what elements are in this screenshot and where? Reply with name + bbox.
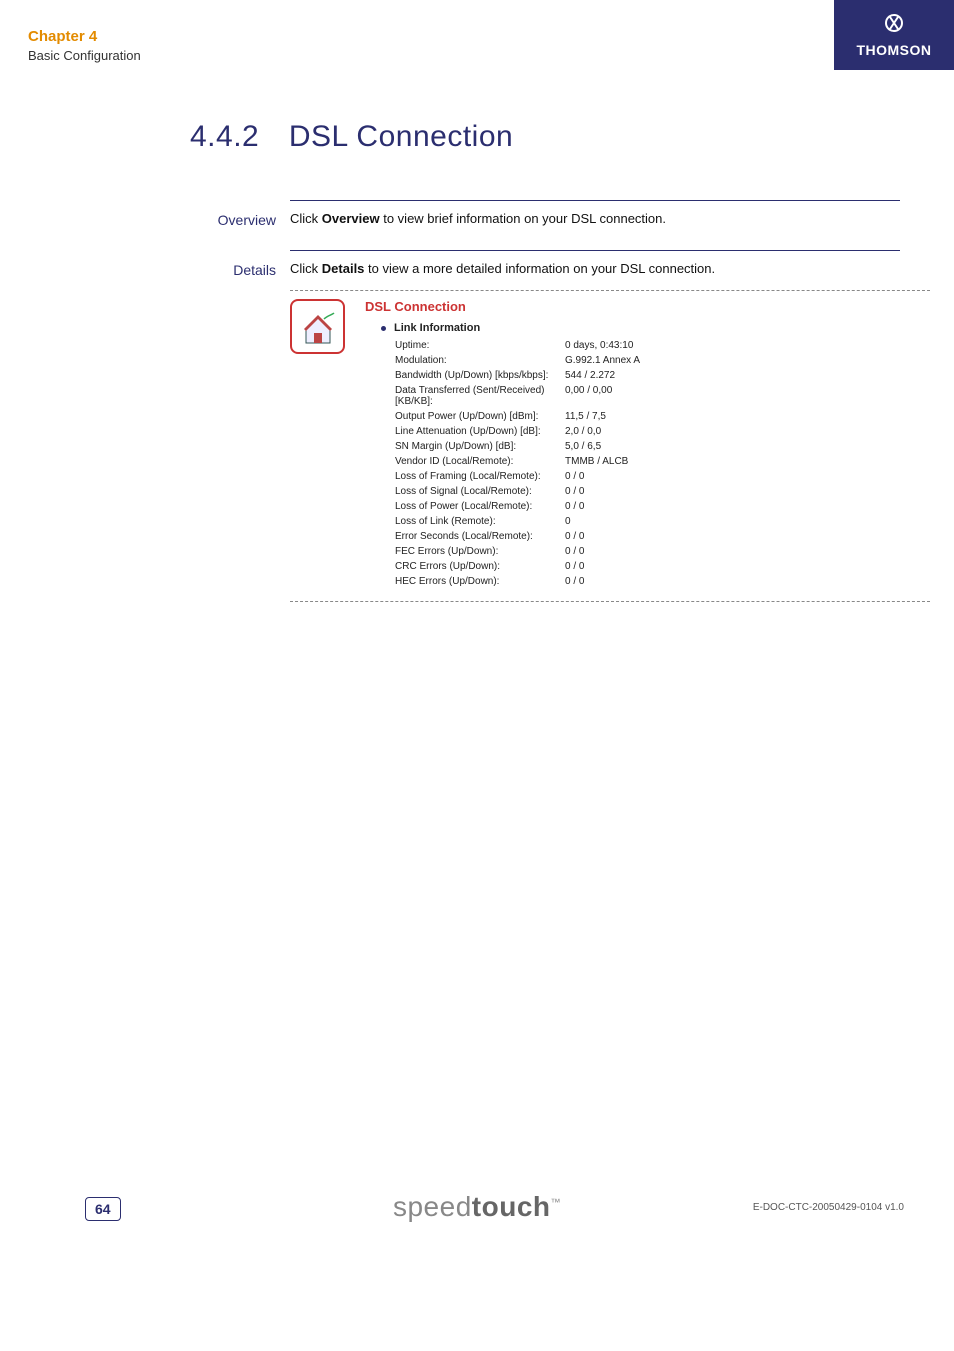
info-label: SN Margin (Up/Down) [dB]: <box>395 441 565 452</box>
info-label: Error Seconds (Local/Remote): <box>395 531 565 542</box>
info-label: CRC Errors (Up/Down): <box>395 561 565 572</box>
info-row: FEC Errors (Up/Down):0 / 0 <box>395 546 930 557</box>
info-row: Uptime:0 days, 0:43:10 <box>395 340 930 351</box>
info-label: HEC Errors (Up/Down): <box>395 576 565 587</box>
page-title: 4.4.2 DSL Connection <box>190 120 513 154</box>
info-row: HEC Errors (Up/Down):0 / 0 <box>395 576 930 587</box>
panel-subheading: Link Information <box>381 322 930 334</box>
info-row: Loss of Framing (Local/Remote):0 / 0 <box>395 471 930 482</box>
info-value: 0 / 0 <box>565 501 584 512</box>
thomson-brand-text: THOMSON <box>856 42 931 58</box>
info-row: CRC Errors (Up/Down):0 / 0 <box>395 561 930 572</box>
info-value: 2,0 / 0,0 <box>565 426 601 437</box>
info-label: Bandwidth (Up/Down) [kbps/kbps]: <box>395 370 565 381</box>
info-row: Loss of Link (Remote):0 <box>395 516 930 527</box>
bullet-icon <box>381 326 386 331</box>
info-label: Vendor ID (Local/Remote): <box>395 456 565 467</box>
logo-light: speed <box>393 1191 472 1222</box>
info-row: Data Transferred (Sent/Received) [KB/KB]… <box>395 385 930 407</box>
info-value: 0 / 0 <box>565 546 584 557</box>
info-row: Loss of Power (Local/Remote):0 / 0 <box>395 501 930 512</box>
overview-label: Overview <box>200 212 276 228</box>
info-row: Error Seconds (Local/Remote):0 / 0 <box>395 531 930 542</box>
info-label: Output Power (Up/Down) [dBm]: <box>395 411 565 422</box>
panel-title: DSL Connection <box>365 299 930 314</box>
details-label: Details <box>200 262 276 278</box>
info-label: Loss of Link (Remote): <box>395 516 565 527</box>
panel-subheading-text: Link Information <box>394 322 480 334</box>
doc-reference: E-DOC-CTC-20050429-0104 v1.0 <box>753 1202 904 1213</box>
info-value: 544 / 2.272 <box>565 370 615 381</box>
overview-text-pre: Click <box>290 211 322 226</box>
info-label: Uptime: <box>395 340 565 351</box>
details-text-post: to view a more detailed information on y… <box>364 261 715 276</box>
section-title: DSL Connection <box>289 120 513 153</box>
info-row: Output Power (Up/Down) [dBm]:11,5 / 7,5 <box>395 411 930 422</box>
info-value: 11,5 / 7,5 <box>565 411 606 422</box>
info-value: G.992.1 Annex A <box>565 355 640 366</box>
info-value: 0 / 0 <box>565 471 584 482</box>
trademark-icon: ™ <box>551 1198 562 1209</box>
info-value: 0,00 / 0,00 <box>565 385 612 407</box>
info-value: 0 <box>565 516 571 527</box>
details-body: Click Details to view a more detailed in… <box>290 250 900 276</box>
info-value: 0 / 0 <box>565 576 584 587</box>
info-label: Data Transferred (Sent/Received) [KB/KB]… <box>395 385 565 407</box>
info-label: Line Attenuation (Up/Down) [dB]: <box>395 426 565 437</box>
info-value: 0 / 0 <box>565 531 584 542</box>
info-value: 0 / 0 <box>565 486 584 497</box>
info-row: Loss of Signal (Local/Remote):0 / 0 <box>395 486 930 497</box>
info-label: Loss of Framing (Local/Remote): <box>395 471 565 482</box>
thomson-logo-icon <box>884 13 904 38</box>
info-label: Loss of Power (Local/Remote): <box>395 501 565 512</box>
logo-bold: touch <box>472 1191 551 1222</box>
link-info-table: Uptime:0 days, 0:43:10Modulation:G.992.1… <box>395 340 930 587</box>
overview-body: Click Overview to view brief information… <box>290 200 900 226</box>
overview-text-bold: Overview <box>322 211 380 226</box>
info-row: Bandwidth (Up/Down) [kbps/kbps]:544 / 2.… <box>395 370 930 381</box>
dsl-screenshot-panel: DSL Connection Link Information Uptime:0… <box>290 290 930 602</box>
info-row: Line Attenuation (Up/Down) [dB]:2,0 / 0,… <box>395 426 930 437</box>
chapter-subtitle: Basic Configuration <box>28 48 141 63</box>
house-icon <box>290 299 345 354</box>
thomson-badge: THOMSON <box>834 0 954 70</box>
info-value: 5,0 / 6,5 <box>565 441 601 452</box>
info-value: 0 days, 0:43:10 <box>565 340 633 351</box>
info-label: FEC Errors (Up/Down): <box>395 546 565 557</box>
info-row: SN Margin (Up/Down) [dB]:5,0 / 6,5 <box>395 441 930 452</box>
details-text-pre: Click <box>290 261 322 276</box>
info-value: 0 / 0 <box>565 561 584 572</box>
info-row: Vendor ID (Local/Remote):TMMB / ALCB <box>395 456 930 467</box>
overview-text-post: to view brief information on your DSL co… <box>380 211 666 226</box>
info-row: Modulation:G.992.1 Annex A <box>395 355 930 366</box>
info-label: Modulation: <box>395 355 565 366</box>
section-number: 4.4.2 <box>190 120 280 154</box>
info-label: Loss of Signal (Local/Remote): <box>395 486 565 497</box>
details-text-bold: Details <box>322 261 365 276</box>
chapter-title: Chapter 4 <box>28 28 141 45</box>
info-value: TMMB / ALCB <box>565 456 628 467</box>
